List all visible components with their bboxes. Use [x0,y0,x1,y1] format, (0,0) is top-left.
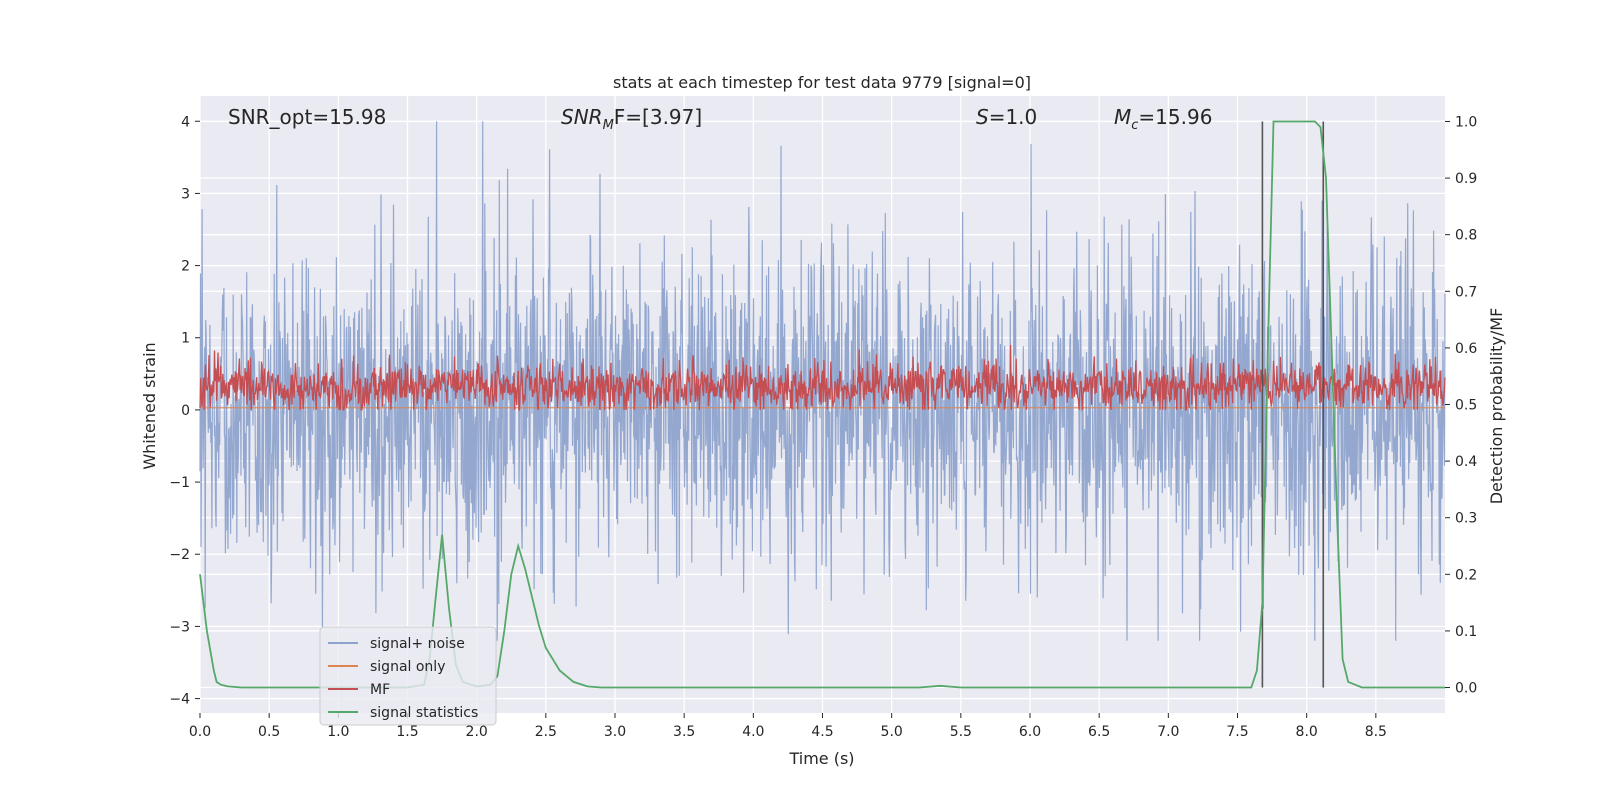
y-right-tick-label: 0.5 [1455,398,1477,414]
x-tick-label: 6.5 [1088,724,1110,740]
legend-label: signal+ noise [370,636,465,652]
y-right-tick-label: 0.7 [1455,284,1477,300]
x-tick-label: 0.0 [189,724,211,740]
x-tick-label: 8.5 [1365,724,1387,740]
y-left-axis-ticks: 4 3 2 1 0 −1 −2 −3 −4 [169,114,200,708]
mf-line [199,344,1446,411]
y-right-axis-label: Detection probability/MF [1487,308,1506,505]
x-tick-label: 7.0 [1157,724,1179,740]
mc-main: M [1114,105,1131,129]
legend-label: signal statistics [370,705,478,721]
annotation-s: S=1.0 [976,105,1037,129]
x-tick-label: 3.5 [673,724,695,740]
y-left-tick-label: −1 [169,475,190,491]
y-right-tick-label: 0.8 [1455,228,1477,244]
s-main: S [976,105,989,129]
x-tick-label: 1.0 [327,724,349,740]
mf-series [199,344,1446,411]
y-right-tick-label: 0.0 [1455,681,1477,697]
snr-mf-sub: M [603,118,614,133]
legend-label: signal only [370,659,445,675]
mc-rest: =15.96 [1138,105,1212,129]
y-right-tick-label: 0.9 [1455,171,1477,187]
x-tick-label: 0.5 [258,724,280,740]
x-axis-ticks: 0.0 0.5 1.0 1.5 2.0 2.5 3.0 3.5 4.0 4.5 5.0 5.5 6.0 6… [189,713,1387,740]
y-left-tick-label: −2 [169,547,190,563]
x-tick-label: 1.5 [396,724,418,740]
x-tick-label: 4.5 [811,724,833,740]
legend-label: MF [370,682,390,698]
legend: signal+ noise signal only MF signal statist… [319,626,497,726]
y-left-tick-label: 4 [181,114,190,130]
chart-title: stats at each timestep for test data 977… [613,73,1031,92]
x-tick-label: 6.0 [1019,724,1041,740]
x-tick-label: 2.5 [535,724,557,740]
signal-noise-line [199,121,1446,641]
s-rest: =1.0 [989,105,1038,129]
y-left-tick-label: 1 [181,331,190,347]
y-right-tick-label: 0.4 [1455,454,1477,470]
x-tick-label: 7.5 [1226,724,1248,740]
y-left-tick-label: 2 [181,259,190,275]
signal-noise-series [199,121,1446,641]
x-tick-label: 4.0 [742,724,764,740]
annotation-mc: Mc=15.96 [1114,105,1212,133]
x-tick-label: 2.0 [466,724,488,740]
x-tick-label: 5.0 [881,724,903,740]
annotation-snr-mf: SNRMF=[3.97] [561,105,702,133]
mc-sub: c [1131,118,1138,133]
y-left-tick-label: 0 [181,403,190,419]
legend-box [319,626,497,726]
snr-mf-main: SNR [561,105,603,129]
y-left-tick-label: −3 [169,619,190,635]
x-axis-label: Time (s) [788,749,854,768]
x-tick-label: 8.0 [1296,724,1318,740]
x-tick-label: 3.0 [604,724,626,740]
y-right-tick-label: 0.1 [1455,624,1477,640]
x-tick-label: 5.5 [950,724,972,740]
y-right-axis-ticks: 1.0 0.9 0.8 0.7 0.6 0.5 0.4 0.3 0.2 0.1 0.0 [1445,114,1477,697]
annotation-snr-opt: SNR_opt=15.98 [228,105,386,129]
y-right-tick-label: 0.2 [1455,567,1477,583]
y-left-tick-label: −4 [169,692,190,708]
y-right-tick-label: 0.6 [1455,341,1477,357]
y-left-tick-label: 3 [181,186,190,202]
y-left-axis-label: Whitened strain [140,342,159,469]
y-right-tick-label: 1.0 [1455,114,1477,130]
y-right-tick-label: 0.3 [1455,511,1477,527]
snr-mf-rest: F=[3.97] [614,105,702,129]
